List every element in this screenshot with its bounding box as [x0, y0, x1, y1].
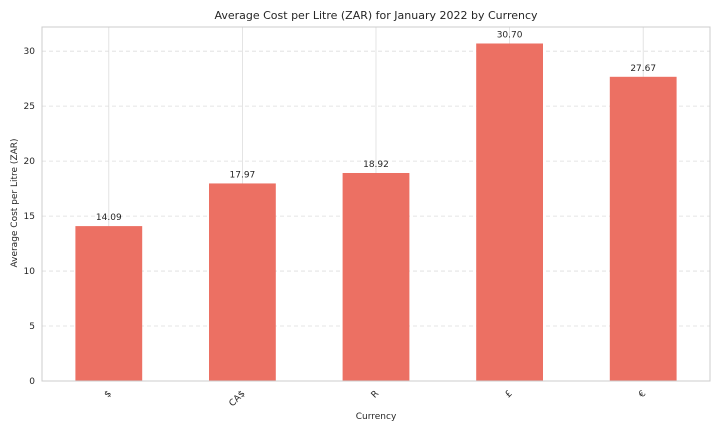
y-tick-label: 30 — [24, 47, 36, 57]
bar-value-label: 27.67 — [630, 64, 656, 74]
bar-value-label: 18.92 — [363, 160, 389, 170]
y-tick-label: 10 — [24, 267, 36, 277]
bar — [476, 43, 543, 381]
x-tick-label: £ — [504, 389, 515, 400]
bar-value-label: 14.09 — [96, 213, 122, 223]
x-tick-label: € — [637, 389, 648, 400]
x-tick-label: $ — [103, 389, 114, 400]
bar — [75, 226, 143, 381]
y-tick-label: 25 — [24, 102, 35, 112]
x-tick-label: CA$ — [228, 389, 248, 409]
y-tick-label: 5 — [29, 322, 35, 332]
bar — [209, 183, 276, 381]
bars — [75, 43, 677, 381]
bar — [342, 172, 410, 381]
bar — [609, 76, 677, 381]
bar-value-labels: 14.09 17.97 18.92 30.70 27.67 — [96, 30, 656, 223]
y-axis-label: Average Cost per Litre (ZAR) — [10, 138, 20, 267]
x-axis-ticks: $ CA$ R £ € — [103, 389, 649, 409]
bar-value-label: 30.70 — [497, 30, 523, 40]
y-tick-label: 15 — [24, 212, 35, 222]
bar-value-label: 17.97 — [230, 170, 256, 180]
x-axis-label: Currency — [356, 412, 397, 422]
x-tick-label: R — [370, 389, 382, 401]
y-tick-label: 0 — [29, 377, 35, 387]
plot-frame — [41, 26, 711, 382]
chart-title: Average Cost per Litre (ZAR) for January… — [214, 9, 538, 22]
y-tick-label: 20 — [24, 157, 36, 167]
y-axis-ticks: 0 5 10 15 20 25 30 — [24, 47, 36, 387]
